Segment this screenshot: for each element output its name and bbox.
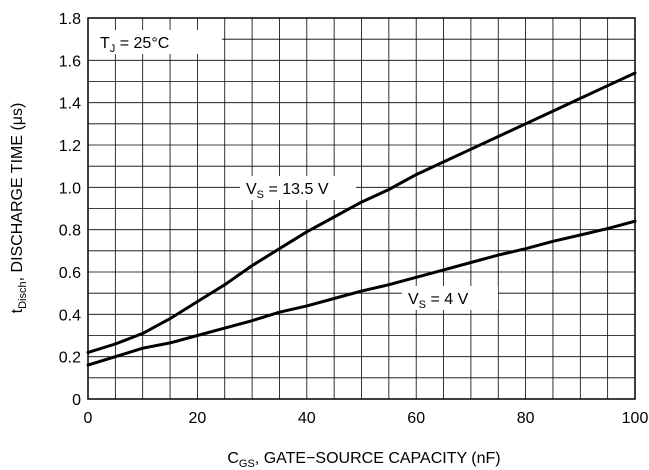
x-tick-label: 0 xyxy=(84,410,93,427)
x-tick-label: 20 xyxy=(189,410,207,427)
y-tick-label: 1.8 xyxy=(59,11,81,28)
tick-labels: 0 20 40 60 80 100 0 0.2 0.4 0.6 0.8 1.0 1.2 1.4 1.6 1.8 xyxy=(59,11,649,427)
series-label-bg xyxy=(402,286,498,310)
x-axis-label: CGS, GATE−SOURCE CAPACITY (nF) xyxy=(227,450,500,470)
y-tick-label: 0.4 xyxy=(59,307,81,324)
series-label-vs-13-5: VS = 13.5 V xyxy=(240,176,356,201)
series-name: VS = 4 V xyxy=(408,291,469,311)
y-axis-label: tDisch, DISCHARGE TIME (μs) xyxy=(9,103,29,314)
y-tick-label: 0.2 xyxy=(59,350,81,367)
series-layer xyxy=(86,71,637,367)
series-label-bg xyxy=(240,176,356,200)
y-tick-label: 0 xyxy=(72,392,81,409)
x-tick-label: 40 xyxy=(298,410,316,427)
y-tick-label: 1.2 xyxy=(59,138,81,155)
y-tick-label: 1.0 xyxy=(59,180,81,197)
grid xyxy=(87,17,636,400)
y-tick-label: 0.6 xyxy=(59,265,81,282)
condition-annotation: TJ = 25°C xyxy=(88,30,222,55)
x-tick-label: 100 xyxy=(622,410,649,427)
series-name: VS = 13.5 V xyxy=(246,181,329,201)
series-line xyxy=(86,219,637,367)
x-tick-label: 60 xyxy=(407,410,425,427)
x-tick-label: 80 xyxy=(517,410,535,427)
y-tick-label: 0.8 xyxy=(59,223,81,240)
condition-annotation-bg xyxy=(88,30,222,54)
plot-frame xyxy=(87,17,636,400)
series-label-vs-4: VS = 4 V xyxy=(402,286,498,311)
condition-label: TJ = 25°C xyxy=(100,35,169,55)
y-tick-label: 1.4 xyxy=(59,96,81,113)
y-tick-label: 1.6 xyxy=(59,53,81,70)
series-line xyxy=(86,71,637,354)
